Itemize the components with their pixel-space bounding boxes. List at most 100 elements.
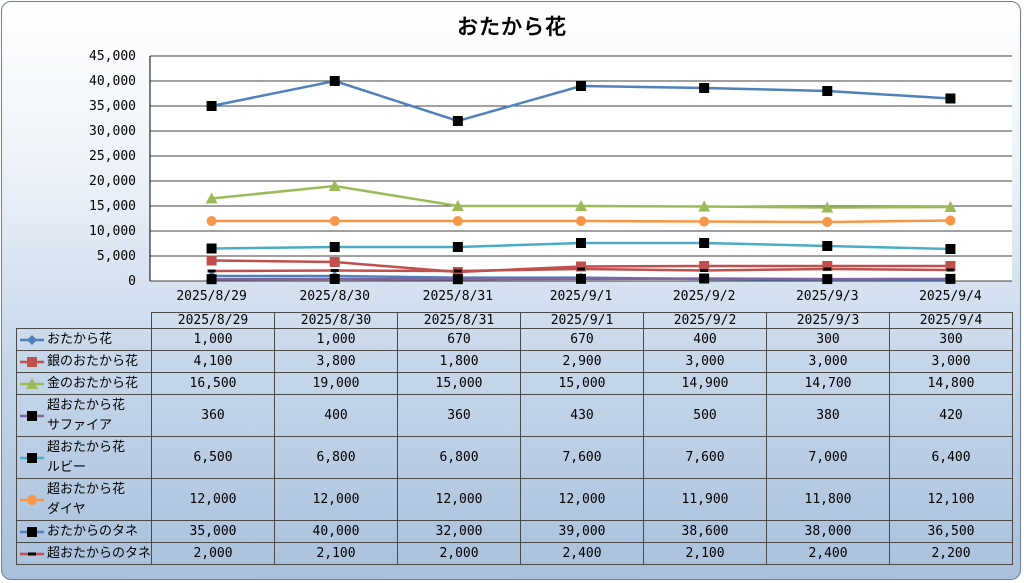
table-cell: 7,000 [766, 436, 891, 479]
series-2 [205, 180, 957, 213]
series-subname: サファイア [47, 417, 113, 433]
table-cell: 16,500 [151, 372, 276, 395]
data-point [822, 261, 833, 271]
column-header: 2025/8/31 [397, 312, 522, 329]
legend-swatch-icon [20, 410, 44, 421]
table-cell: 2,100 [643, 542, 768, 565]
chart-title: おたから花 [457, 15, 567, 39]
y-tick-label: 5,000 [97, 249, 136, 264]
table-cell: 11,800 [766, 478, 891, 521]
table-cell: 400 [274, 394, 399, 437]
data-point [452, 274, 463, 285]
legend-marker [27, 494, 37, 505]
data-point [206, 255, 217, 266]
series-name: おたからのタネ [47, 523, 139, 539]
legend-key: おたから花 [15, 328, 153, 351]
table-cell: 380 [766, 394, 891, 437]
legend-key: 超おたから花 ダイヤ [15, 478, 153, 521]
plot-area: 0 5,000 10,000 15,000 20,000 25,000 30,000 35,0… [89, 49, 1012, 302]
table-cell: 6,800 [274, 436, 399, 479]
column-header: 2025/8/29 [151, 312, 276, 329]
data-point [453, 269, 462, 273]
table-row: 金のおたから花 16,500 19,000 15,000 15,000 14,900 14,… [15, 372, 1014, 395]
data-point [945, 93, 956, 104]
legend-marker [27, 452, 37, 463]
table-row: 超おたから花 ルビー 6,500 6,800 6,800 7,600 7,600 7,000 6… [15, 436, 1014, 479]
data-point [945, 261, 956, 271]
data-point [822, 86, 833, 96]
y-tick-label: 40,000 [89, 74, 136, 89]
table-cell: 12,000 [274, 478, 399, 521]
x-tick-label: 2025/8/30 [299, 289, 369, 302]
table-cell: 4,100 [151, 350, 276, 373]
data-point [206, 101, 217, 111]
data-point [329, 274, 340, 284]
legend-swatch-icon [20, 526, 44, 537]
data-point [575, 200, 587, 211]
y-tick-label: 45,000 [89, 49, 136, 64]
data-point [205, 192, 218, 204]
table-cell: 7,600 [643, 436, 768, 479]
table-cell: 35,000 [151, 520, 276, 543]
column-header: 2025/9/4 [889, 312, 1014, 329]
legend-swatch-icon [20, 494, 44, 505]
legend-swatch-icon [20, 452, 44, 463]
table-cell: 38,600 [643, 520, 768, 543]
table-cell: 38,000 [766, 520, 891, 543]
table-cell: 670 [397, 328, 522, 351]
series-name: 銀のおたから花 [47, 353, 139, 369]
table-cell: 32,000 [397, 520, 522, 543]
data-point [698, 200, 711, 212]
series-7 [207, 267, 955, 273]
series-name: 超おたから花 [47, 439, 126, 455]
data-point [699, 83, 710, 93]
y-tick-label: 30,000 [89, 124, 136, 139]
x-tick-label: 2025/8/29 [176, 289, 246, 302]
table-cell: 39,000 [520, 520, 645, 543]
series-name: 超おたから花 [47, 397, 126, 413]
table-corner [16, 312, 153, 329]
data-point [576, 81, 586, 91]
data-point [452, 242, 463, 252]
table-row: 超おたからのタネ 2,000 2,100 2,000 2,400 2,100 2,400 2,… [15, 542, 1014, 565]
y-tick-label: 35,000 [89, 99, 136, 114]
legend-marker [26, 377, 38, 389]
series-name: 金のおたから花 [47, 375, 139, 391]
series-name: おたから花 [47, 331, 113, 347]
data-point [206, 216, 217, 226]
table-cell: 2,200 [889, 542, 1014, 565]
legend-key: 金のおたから花 [15, 372, 153, 395]
data-table: 2025/8/29 2025/8/30 2025/8/31 2025/9/1 2025/… [15, 312, 1014, 565]
legend-swatch-icon [20, 377, 44, 389]
table-cell: 19,000 [274, 372, 399, 395]
data-point [452, 216, 463, 226]
column-header: 2025/8/30 [274, 312, 399, 329]
legend-swatch-icon [20, 552, 44, 555]
data-point [576, 273, 586, 284]
legend-marker [27, 356, 37, 367]
table-cell: 12,000 [151, 478, 276, 521]
table-cell: 6,500 [151, 436, 276, 479]
legend-marker [27, 526, 37, 537]
data-point [576, 261, 586, 272]
table-row: おたから花 1,000 1,000 670 670 400 300 300 [15, 328, 1014, 351]
data-point [329, 216, 340, 226]
table-row: おたからのタネ 35,000 40,000 32,000 39,000 38,600 38,… [15, 520, 1014, 543]
table-cell: 1,000 [274, 328, 399, 351]
table-cell: 500 [643, 394, 768, 437]
data-point [699, 216, 710, 227]
table-cell: 40,000 [274, 520, 399, 543]
table-cell: 14,800 [889, 372, 1014, 395]
table-row: 超おたから花 サファイア 360 400 360 430 500 380 420 [15, 394, 1014, 437]
data-point [330, 269, 339, 272]
data-point [822, 217, 833, 227]
data-point [822, 241, 833, 251]
data-point [821, 201, 834, 213]
data-point [452, 116, 463, 126]
data-point [329, 257, 340, 267]
data-point [699, 238, 710, 248]
table-cell: 2,000 [397, 542, 522, 565]
data-point [946, 268, 955, 272]
table-cell: 15,000 [520, 372, 645, 395]
table-cell: 12,100 [889, 478, 1014, 521]
